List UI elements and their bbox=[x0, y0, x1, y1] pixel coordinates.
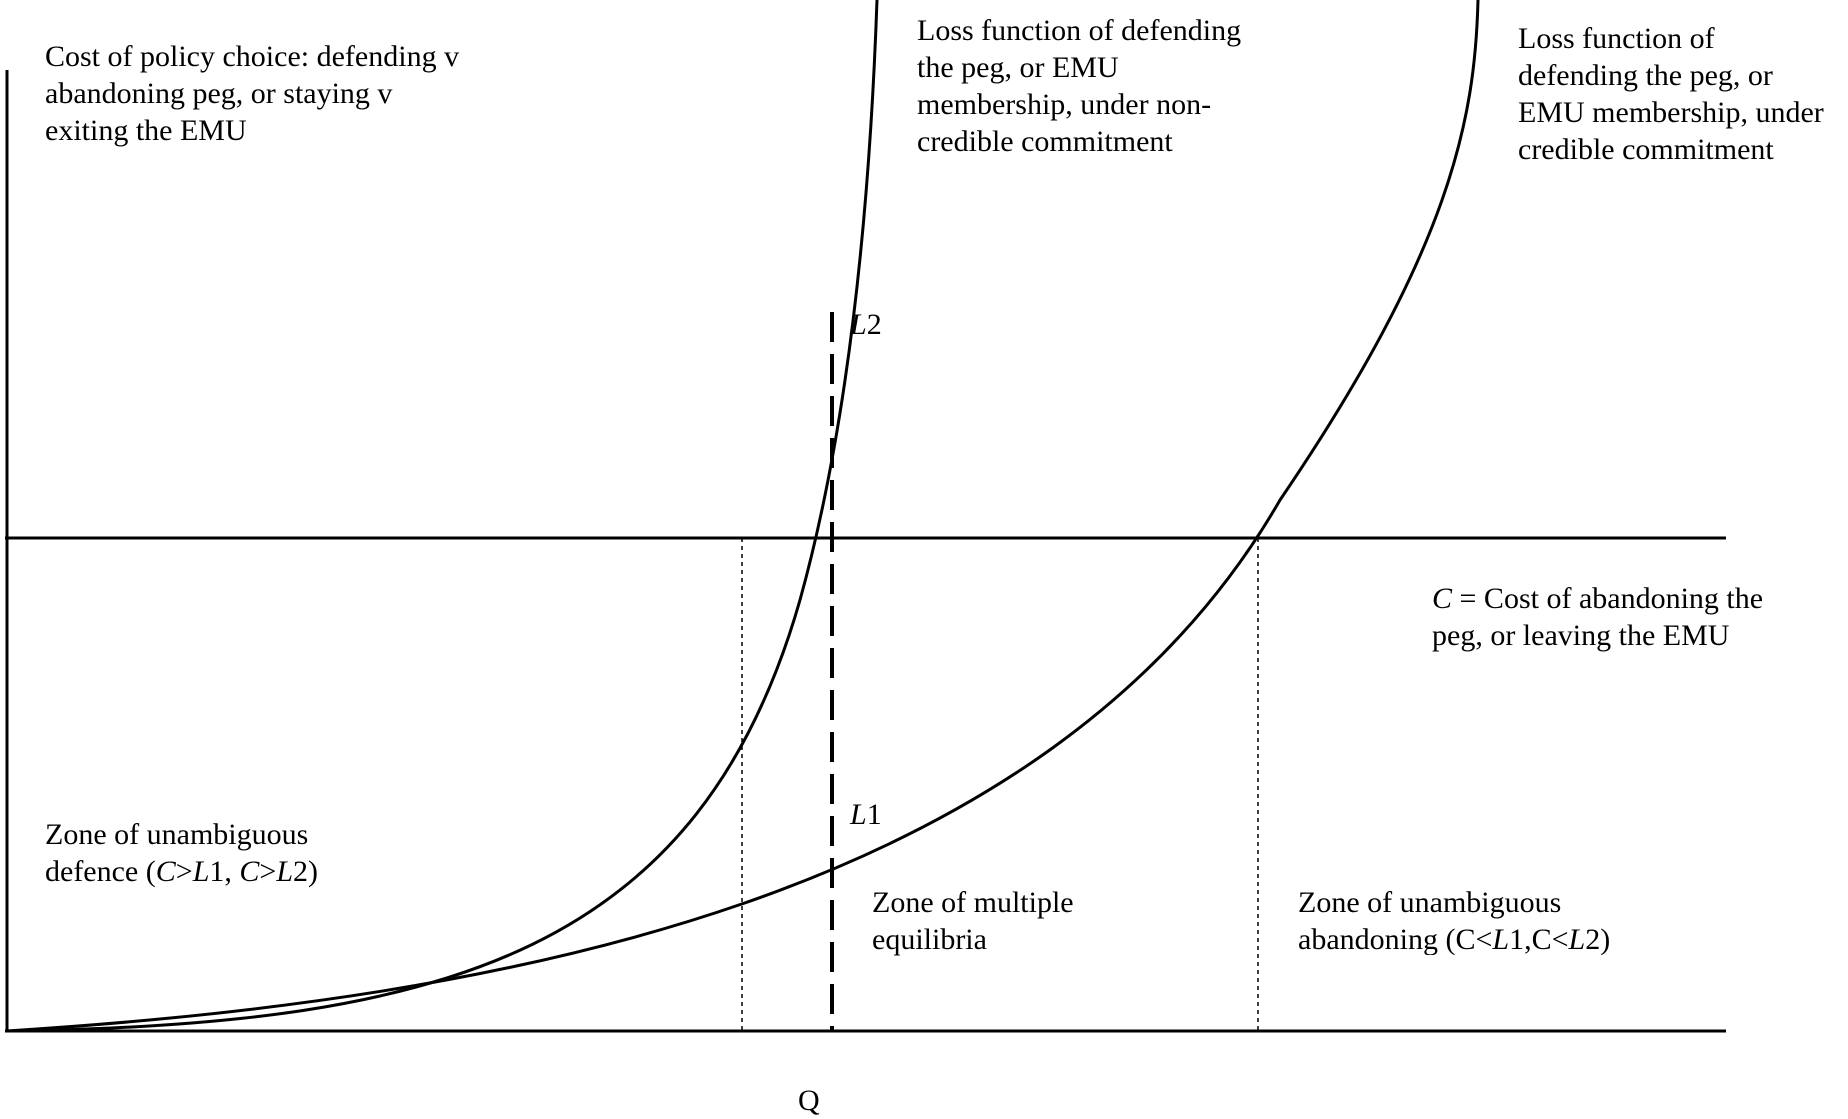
c-symbol: C bbox=[1432, 582, 1453, 615]
curve-credible-label-line: EMU membership, under bbox=[1518, 96, 1824, 129]
cost-line-label-text: = Cost of abandoning the bbox=[1452, 582, 1764, 615]
curve-credible-label-line: defending the peg, or bbox=[1518, 59, 1773, 92]
curve-noncredible-label-line: membership, under non- bbox=[917, 88, 1212, 121]
curve-noncredible-label-line: credible commitment bbox=[917, 125, 1173, 154]
zone-abandon-label: Zone of unambiguous abandoning (C<L1,C<L… bbox=[1298, 884, 1610, 955]
y-axis-label-line: exiting the EMU bbox=[45, 114, 247, 147]
zone-defence-label: Zone of unambiguous defence (C>L1, C>L2) bbox=[45, 816, 318, 890]
curve-noncredible-label-line: the peg, or EMU bbox=[917, 51, 1119, 84]
zone-abandon-line2: abandoning (C<L1,C<L2) bbox=[1298, 923, 1611, 955]
curve-credible-label-line: Loss function of bbox=[1518, 22, 1715, 55]
zone-defence-line1: Zone of unambiguous bbox=[45, 818, 309, 851]
curve-credible-label-line: credible commitment bbox=[1518, 133, 1774, 166]
point-l1-label: L1 bbox=[850, 796, 882, 833]
l-symbol: L bbox=[850, 308, 867, 341]
curve-noncredible-label: Loss function of defending the peg, or E… bbox=[917, 12, 1241, 154]
cost-line-label: C = Cost of abandoning the peg, or leavi… bbox=[1432, 580, 1763, 654]
cost-line-label-line2: peg, or leaving the EMU bbox=[1432, 619, 1730, 652]
curve-noncredible-label-line: Loss function of defending bbox=[917, 14, 1242, 47]
zone-multiple-label: Zone of multiple equilibria bbox=[872, 884, 1074, 958]
x-axis-label: Q bbox=[798, 1084, 820, 1117]
l-index: 2 bbox=[866, 308, 882, 341]
y-axis-label-line: Cost of policy choice: defending v bbox=[45, 40, 460, 73]
zone-abandon-line1: Zone of unambiguous bbox=[1298, 886, 1562, 919]
zone-defence-line2: defence (C>L1, C>L2) bbox=[45, 855, 318, 888]
l-index: 1 bbox=[866, 798, 882, 831]
curve-credible-label: Loss function of defending the peg, or E… bbox=[1518, 20, 1824, 168]
y-axis-label-line: abandoning peg, or staying v bbox=[45, 77, 393, 110]
y-axis-label: Cost of policy choice: defending v aband… bbox=[45, 38, 459, 149]
point-l2-label: L2 bbox=[850, 306, 882, 343]
zone-multiple-line: equilibria bbox=[872, 923, 987, 956]
l-symbol: L bbox=[850, 798, 867, 831]
loss-curve-noncredible bbox=[6, 0, 879, 1033]
loss-curve-credible bbox=[6, 0, 1480, 1033]
zone-multiple-line: Zone of multiple bbox=[872, 886, 1074, 919]
